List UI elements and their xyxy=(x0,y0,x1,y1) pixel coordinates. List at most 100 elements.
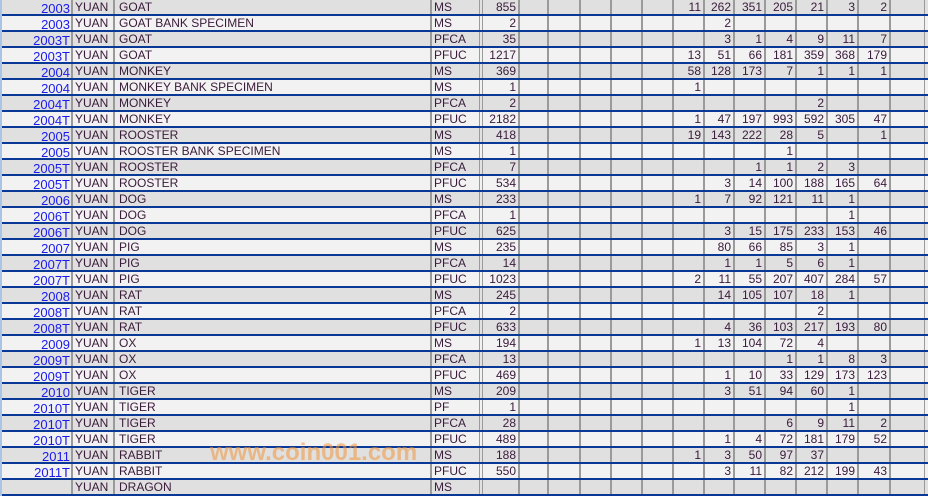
total-cell: 14 xyxy=(483,256,520,270)
empty-cell xyxy=(549,96,581,110)
empty-cell xyxy=(891,96,925,110)
year-link[interactable]: 2011 xyxy=(2,448,73,462)
year-link[interactable]: 2008 xyxy=(2,288,73,302)
empty-cell xyxy=(891,128,925,142)
grade-count-cell: 50 xyxy=(735,448,766,462)
year-link[interactable]: 2005T xyxy=(2,176,73,190)
grade-count-cell: 104 xyxy=(735,336,766,350)
year-link[interactable]: 2005 xyxy=(2,128,73,142)
year-link[interactable]: 2003 xyxy=(2,16,73,30)
year-link[interactable] xyxy=(2,480,73,494)
grade-cell: PF xyxy=(432,400,483,414)
grade-count-cell: 197 xyxy=(735,112,766,126)
year-link[interactable]: 2004 xyxy=(2,80,73,94)
denomination-cell: YUAN xyxy=(73,464,115,478)
denomination-cell: YUAN xyxy=(73,16,115,30)
coin-name-cell: MONKEY xyxy=(115,112,432,126)
denomination-cell: YUAN xyxy=(73,416,115,430)
total-cell: 233 xyxy=(483,192,520,206)
grade-count-cell: 97 xyxy=(766,448,797,462)
empty-cell xyxy=(549,192,581,206)
empty-cell xyxy=(612,416,643,430)
empty-cell xyxy=(520,96,549,110)
grade-count-cell: 3 xyxy=(705,224,735,238)
year-link[interactable]: 2003 xyxy=(2,0,73,14)
year-link[interactable]: 2003T xyxy=(2,32,73,46)
empty-cell xyxy=(520,48,549,62)
empty-cell xyxy=(612,32,643,46)
year-link[interactable]: 2008T xyxy=(2,320,73,334)
empty-cell xyxy=(612,464,643,478)
year-link[interactable]: 2004 xyxy=(2,64,73,78)
empty-cell xyxy=(581,16,612,30)
year-link[interactable]: 2008T xyxy=(2,304,73,318)
grade-count-cell: 43 xyxy=(859,464,891,478)
empty-cell xyxy=(891,288,925,302)
year-link[interactable]: 2010T xyxy=(2,416,73,430)
grade-count-cell: 284 xyxy=(828,272,859,286)
grade-count-cell xyxy=(859,288,891,302)
year-link[interactable]: 2010T xyxy=(2,400,73,414)
denomination-cell: YUAN xyxy=(73,384,115,398)
empty-cell xyxy=(891,336,925,350)
grade-count-cell: 4 xyxy=(797,336,828,350)
empty-cell xyxy=(520,416,549,430)
table-row: 2010T YUAN TIGER PFCA 28 6 9 11 2 xyxy=(2,416,928,432)
year-link[interactable]: 2007 xyxy=(2,240,73,254)
grade-count-cell: 13 xyxy=(705,336,735,350)
grade-count-cell: 1 xyxy=(859,64,891,78)
grade-count-cell xyxy=(766,96,797,110)
empty-cell xyxy=(549,400,581,414)
empty-cell xyxy=(643,448,674,462)
grade-count-cell: 10 xyxy=(735,368,766,382)
year-link[interactable]: 2006T xyxy=(2,208,73,222)
grade-count-cell xyxy=(859,80,891,94)
grade-count-cell xyxy=(735,416,766,430)
year-link[interactable]: 2010T xyxy=(2,432,73,446)
year-link[interactable]: 2003T xyxy=(2,48,73,62)
total-cell: 1217 xyxy=(483,48,520,62)
empty-cell xyxy=(520,464,549,478)
grade-count-cell: 92 xyxy=(735,192,766,206)
grade-count-cell: 100 xyxy=(766,176,797,190)
year-link[interactable]: 2009T xyxy=(2,352,73,366)
empty-cell xyxy=(520,400,549,414)
empty-cell xyxy=(643,304,674,318)
coin-name-cell: DOG xyxy=(115,224,432,238)
grade-count-cell: 2 xyxy=(797,160,828,174)
year-link[interactable]: 2007T xyxy=(2,272,73,286)
table-row: 2008T YUAN RAT PFUC 633 4 36 103 217 193 80 xyxy=(2,320,928,336)
total-cell: 625 xyxy=(483,224,520,238)
grade-cell: PFUC xyxy=(432,48,483,62)
year-link[interactable]: 2006T xyxy=(2,224,73,238)
year-link[interactable]: 2005T xyxy=(2,160,73,174)
table-row: 2004 YUAN MONKEY BANK SPECIMEN MS 1 1 xyxy=(2,80,928,96)
year-link[interactable]: 2009 xyxy=(2,336,73,350)
empty-cell xyxy=(612,240,643,254)
year-link[interactable]: 2009T xyxy=(2,368,73,382)
year-link[interactable]: 2006 xyxy=(2,192,73,206)
grade-count-cell: 6 xyxy=(797,256,828,270)
grade-count-cell xyxy=(828,448,859,462)
year-link[interactable]: 2007T xyxy=(2,256,73,270)
year-link[interactable]: 2004T xyxy=(2,112,73,126)
year-link[interactable]: 2004T xyxy=(2,96,73,110)
year-link[interactable]: 2011T xyxy=(2,464,73,478)
coin-name-cell: RAT xyxy=(115,288,432,302)
empty-cell xyxy=(891,480,925,494)
grade-count-cell: 51 xyxy=(705,48,735,62)
year-link[interactable]: 2005 xyxy=(2,144,73,158)
coin-name-cell: ROOSTER xyxy=(115,176,432,190)
grade-count-cell xyxy=(705,352,735,366)
empty-cell xyxy=(520,224,549,238)
year-link[interactable]: 2010 xyxy=(2,384,73,398)
grade-count-cell xyxy=(674,176,705,190)
empty-cell xyxy=(520,304,549,318)
empty-cell xyxy=(520,240,549,254)
grade-count-cell: 55 xyxy=(735,272,766,286)
total-cell: 35 xyxy=(483,32,520,46)
grade-count-cell: 2 xyxy=(859,0,891,14)
empty-cell xyxy=(581,336,612,350)
grade-count-cell: 11 xyxy=(705,272,735,286)
grade-count-cell xyxy=(766,16,797,30)
